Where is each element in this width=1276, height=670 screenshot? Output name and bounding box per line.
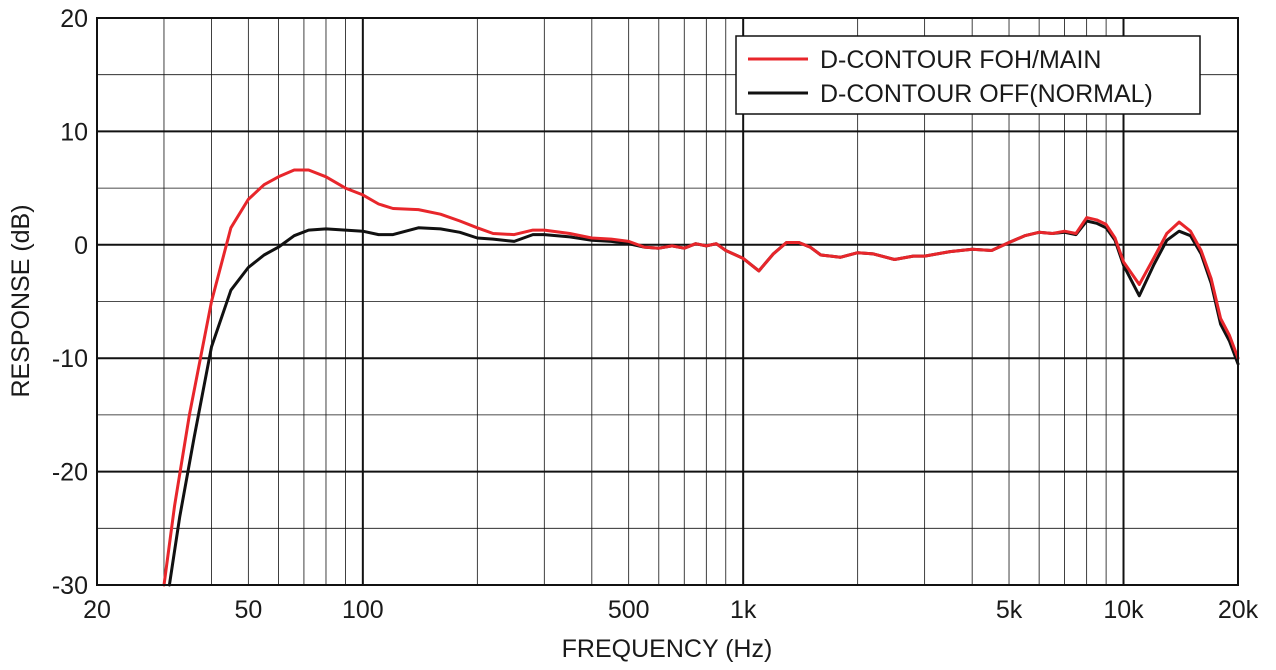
- y-tick-label: -10: [52, 345, 88, 373]
- legend-label-normal: D-CONTOUR OFF(NORMAL): [820, 80, 1153, 108]
- plot-frame: [96, 17, 1239, 586]
- y-tick-label: 10: [60, 118, 88, 146]
- legend: D-CONTOUR FOH/MAIN D-CONTOUR OFF(NORMAL): [735, 35, 1201, 115]
- x-tick-label: 1k: [730, 596, 757, 624]
- y-tick-label: 20: [60, 5, 88, 33]
- x-axis-label: FREQUENCY (Hz): [562, 635, 773, 663]
- legend-box: [735, 35, 1201, 115]
- series-line-foh-main: [162, 168, 1240, 587]
- x-tick-label: 5k: [996, 596, 1023, 624]
- y-tick-label: -20: [52, 459, 88, 487]
- legend-label-foh-main: D-CONTOUR FOH/MAIN: [820, 46, 1101, 74]
- y-axis-label: RESPONSE (dB): [7, 204, 35, 397]
- x-tick-label: 100: [342, 596, 384, 624]
- x-tick-label: 20k: [1218, 596, 1259, 624]
- y-tick-label: -30: [52, 572, 88, 600]
- y-tick-labels: 20 10 0 -10 -20 -30: [52, 5, 88, 600]
- x-tick-labels: 20 50 100 500 1k 5k 10k 20k: [83, 596, 1259, 624]
- x-tick-label: 500: [608, 596, 650, 624]
- y-tick-label: 0: [74, 232, 88, 260]
- minor-gridlines: [97, 18, 1238, 585]
- x-tick-label: 20: [83, 596, 111, 624]
- x-tick-label: 50: [234, 596, 262, 624]
- series-line-normal: [167, 219, 1240, 587]
- series-lines: [162, 168, 1240, 587]
- x-tick-label: 10k: [1103, 596, 1144, 624]
